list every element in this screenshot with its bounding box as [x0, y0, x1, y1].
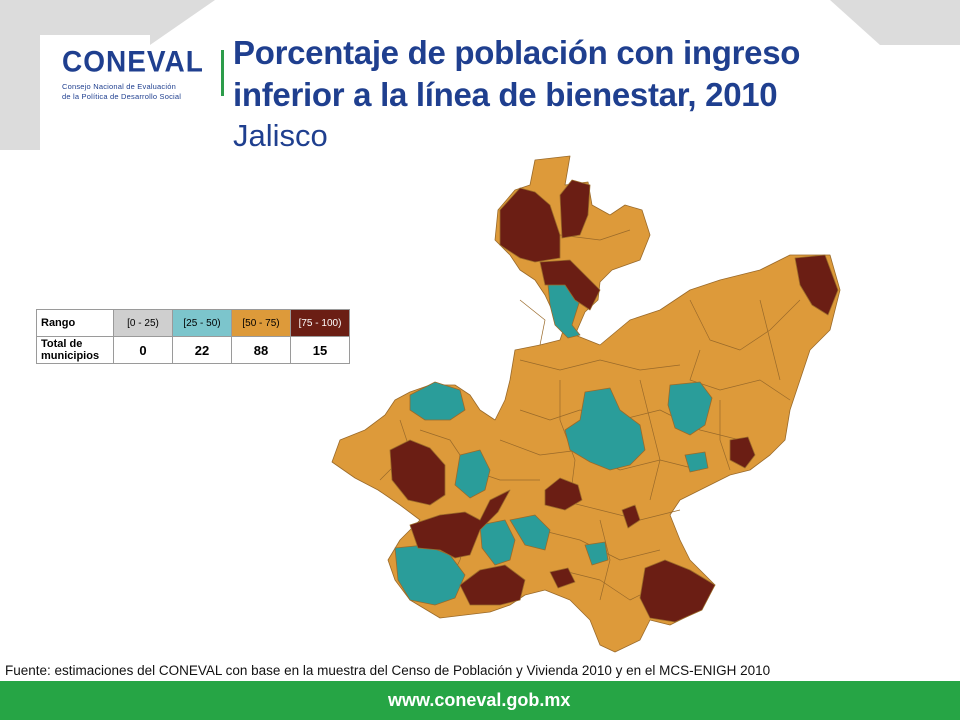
map-region-75-100	[729, 436, 756, 469]
footer-bar: www.coneval.gob.mx	[0, 681, 960, 720]
map-region-75-100	[459, 564, 526, 606]
legend-range-row: Rango [0 - 25) [25 - 50) [50 - 75) [75 -…	[36, 309, 350, 337]
legend-count-3: 15	[290, 336, 350, 364]
title-line-1: Porcentaje de población con ingreso	[233, 34, 801, 71]
legend-count-1: 22	[172, 336, 232, 364]
map-region-25-50	[584, 541, 609, 566]
logo-wordmark: CONEVAL	[62, 45, 204, 78]
map-region-25-50	[479, 519, 516, 566]
legend-table: Rango [0 - 25) [25 - 50) [50 - 75) [75 -…	[36, 309, 350, 364]
legend-range-3: [75 - 100)	[290, 309, 350, 337]
map-region-25-50	[564, 387, 646, 471]
legend-range-label: Rango	[36, 309, 114, 337]
map-region-75-100	[539, 259, 601, 311]
legend-count-row: Total de municipios 0 22 88 15	[36, 336, 350, 364]
map-region-25-50	[509, 514, 551, 551]
map-region-75-100	[794, 254, 839, 316]
map-region-75-100	[409, 489, 511, 559]
legend-count-2: 88	[231, 336, 291, 364]
title-line-2: inferior a la línea de bienestar, 2010	[233, 76, 778, 113]
logo-subtitle-line1: Consejo Nacional de Evaluación	[62, 82, 176, 91]
map-region-25-50	[667, 381, 713, 436]
map-region-25-50	[454, 449, 491, 499]
page-title: Porcentaje de población con ingreso infe…	[233, 32, 800, 116]
legend-range-1: [25 - 50)	[172, 309, 232, 337]
coneval-logo: CONEVAL Consejo Nacional de Evaluación d…	[58, 45, 208, 110]
map-region-25-50	[409, 381, 466, 421]
map-region-75-100	[559, 179, 591, 239]
footer-url-link[interactable]: www.coneval.gob.mx	[388, 690, 571, 710]
map-region-75-100	[549, 567, 576, 589]
page-subtitle: Jalisco	[233, 118, 328, 153]
source-note: Fuente: estimaciones del CONEVAL con bas…	[5, 663, 771, 678]
map-region-25-50	[684, 451, 709, 473]
map-region-75-100	[389, 439, 446, 506]
map-region-75-100	[621, 504, 641, 529]
legend-count-label: Total de municipios	[36, 336, 114, 364]
map-region-75-100	[544, 477, 583, 511]
legend-range-2: [50 - 75)	[231, 309, 291, 337]
map-region-75-100	[639, 559, 716, 623]
title-accent-bar	[221, 50, 224, 96]
map-region-75-100	[499, 187, 561, 263]
logo-subtitle-line2: de la Política de Desarrollo Social	[62, 92, 182, 101]
